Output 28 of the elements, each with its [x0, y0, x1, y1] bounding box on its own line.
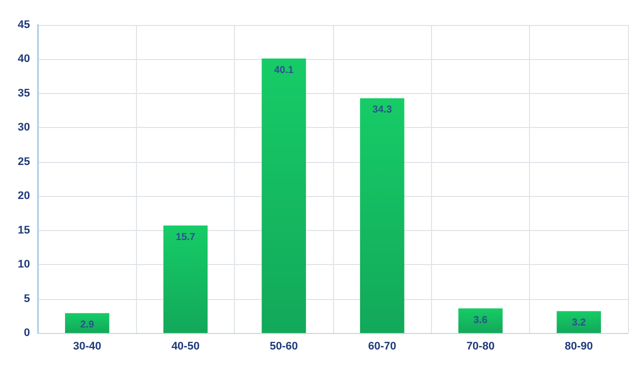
y-tick-label: 30: [18, 122, 30, 134]
y-tick-label: 45: [18, 19, 30, 31]
data-label: 3.2: [572, 318, 586, 329]
y-tick-label: 20: [18, 190, 30, 202]
x-tick-label: 40-50: [171, 340, 200, 352]
y-tick-label: 5: [24, 292, 30, 305]
y-tick-label: 35: [18, 87, 30, 100]
data-label: 15.7: [176, 232, 196, 244]
bar: [163, 226, 208, 333]
x-tick-label: 80-90: [564, 340, 593, 352]
y-tick-label: 15: [18, 224, 30, 236]
x-tick-label: 30-40: [73, 340, 102, 352]
y-tick-label: 10: [18, 258, 30, 271]
y-tick-label: 0: [24, 327, 30, 339]
data-label: 34.3: [372, 104, 392, 116]
bar: [65, 313, 110, 333]
x-tick-label: 60-70: [368, 340, 396, 352]
data-label: 2.9: [80, 320, 95, 331]
x-tick-label: 70-80: [466, 340, 495, 352]
bar: [262, 58, 306, 333]
x-tick-label: 50-60: [270, 340, 298, 352]
data-label: 40.1: [274, 65, 294, 76]
y-tick-label: 25: [18, 156, 30, 168]
bar: [458, 308, 503, 333]
bar: [360, 98, 404, 333]
y-tick-label: 40: [18, 53, 30, 66]
data-label: 3.6: [474, 314, 488, 326]
bar: [556, 311, 601, 333]
